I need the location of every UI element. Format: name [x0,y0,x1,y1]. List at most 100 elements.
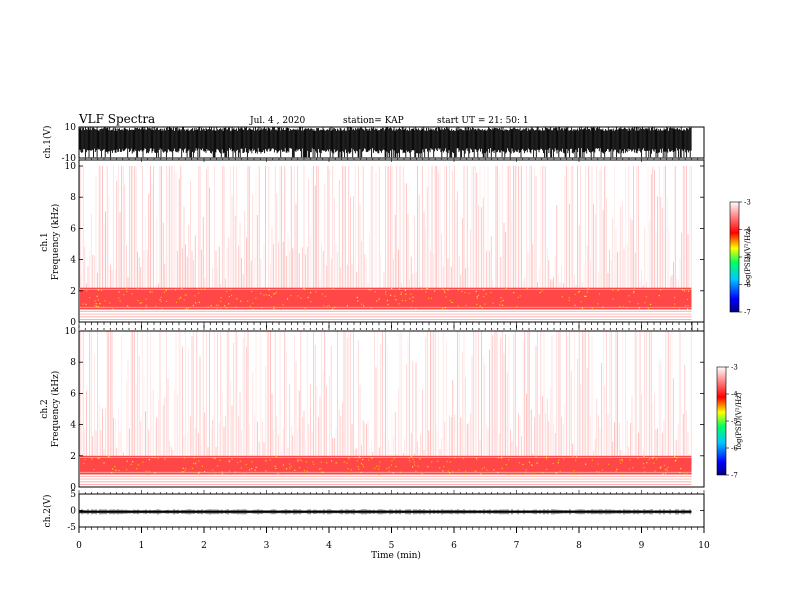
spectrogram-emission [679,471,681,474]
spectrogram-emission [195,302,197,304]
spectrogram-emission [682,289,684,291]
y-tick-label-2: 2 [70,287,76,297]
spectrogram-emission [446,460,448,463]
spectrogram-emission [245,309,247,311]
y-tick-label-0: 0 [70,483,76,493]
spectrogram-emission [349,474,351,476]
spectrogram-emission [263,294,265,296]
spectrogram-emission [442,288,444,290]
spectrogram-emission [103,462,105,464]
colorbar-tick-label--6: -6 [744,281,751,289]
spectrogram-emission [307,296,309,299]
spectrogram-emission [363,305,365,307]
spectrogram-emission [358,456,361,458]
ch1-spectrogram-panel: 0 2 4 6 8 10 ch.1 Frequency (kHz) -3 -4 -5 -6 -7 … [40,159,752,328]
spectrogram-emission [243,473,245,475]
spectrogram-emission [300,297,302,299]
spectrogram-emission [230,289,232,291]
spectrogram-emission [390,464,392,466]
spectrogram-emission [419,458,421,460]
spectrogram-emission [612,289,614,291]
spectrogram-emission [357,466,359,468]
spectrogram-emission [297,295,299,297]
spectrogram-emission [228,470,230,472]
spectrogram-emission [526,287,528,289]
spectrogram-emission [476,303,478,305]
spectrogram-emission [97,306,99,308]
spectrogram-emission [240,467,242,469]
spectrogram-emission [361,303,363,305]
spectrogram-emission [434,290,436,292]
spectrogram-emission [299,467,301,469]
spectrogram-emission [378,298,380,300]
spectrogram-emission [620,462,622,464]
spectrogram-emission [217,304,219,306]
spectrogram-emission [535,456,537,458]
spectrogram-emission [374,467,376,469]
spectrogram-emission [99,303,101,305]
spectrogram-emission [405,299,407,302]
spectrogram-emission [442,470,444,472]
spectrogram-emission [108,455,110,457]
spectrogram-emission [362,458,364,461]
spectrogram-emission [385,293,387,295]
spectrogram-emission [320,468,322,470]
spectrogram-emission [687,305,689,307]
spectrogram-emission [86,290,88,292]
spectrogram-emission [576,456,578,458]
spectrogram-emission [431,461,433,463]
spectrogram-emission [458,469,460,471]
spectrogram-emission [462,457,464,460]
spectrogram-emission [239,460,242,462]
spectrogram-emission [638,307,640,309]
spectrogram-emission [563,458,565,460]
spectrogram-emission [214,473,216,475]
spectrogram-emission [111,472,113,474]
spectrogram-emission [645,296,647,298]
colorbar-tick-label--4: -4 [744,226,751,234]
spectrogram-emission [245,463,247,466]
y-tick-label-4: 4 [70,421,76,431]
spectrogram-emission [304,307,306,309]
spectrogram-emission [226,290,228,293]
spectrogram-emission [183,457,185,459]
spectrogram-emission [683,473,685,475]
spectrogram-emission [249,469,251,471]
spectrogram-emission [648,458,650,460]
spectrogram-emission [280,309,282,311]
spectrogram-emission [313,463,315,465]
spectrogram-emission [275,291,277,293]
spectrogram-emission [290,465,292,467]
spectrogram-emission [221,473,224,475]
spectrogram-emission [490,291,492,294]
spectrogram-emission [427,466,429,468]
spectrogram-emission [481,307,483,309]
spectrogram-emission [212,469,214,471]
spectrogram-emission [577,291,579,294]
time-tick-label-2: 2 [201,541,207,551]
spectrogram-emission [201,465,203,467]
spectrogram-emission [362,466,365,468]
spectrogram-emission [326,462,328,464]
spectrogram-emission [148,471,150,473]
spectrogram-emission [687,290,690,292]
spectrogram-emission [265,460,267,462]
ch1-colorbar-label: log(PSD)(V²/Hz) [744,228,752,285]
spectrogram-emission [575,474,577,476]
spectrogram-emission [96,295,98,297]
spectrogram-emission [413,461,415,463]
spectrogram-emission [228,303,230,305]
spectrogram-emission [398,303,400,305]
ch2-spectrogram-y-label-frequency: Frequency (kHz) [50,371,61,448]
spectrogram-emission [154,472,156,474]
spectrogram-emission [182,467,184,469]
spectrogram-emission [306,470,308,472]
spectrogram-emission [185,294,187,296]
spectrogram-emission [392,472,394,474]
time-tick-label-8: 8 [576,541,582,551]
ch2-colorbar-ticks: -3 -4 -5 -6 -7 [726,364,738,480]
spectrogram-emission [183,299,185,301]
spectrogram-emission [184,294,186,296]
spectrogram-emission [165,289,167,291]
spectrogram-emission [484,303,486,305]
